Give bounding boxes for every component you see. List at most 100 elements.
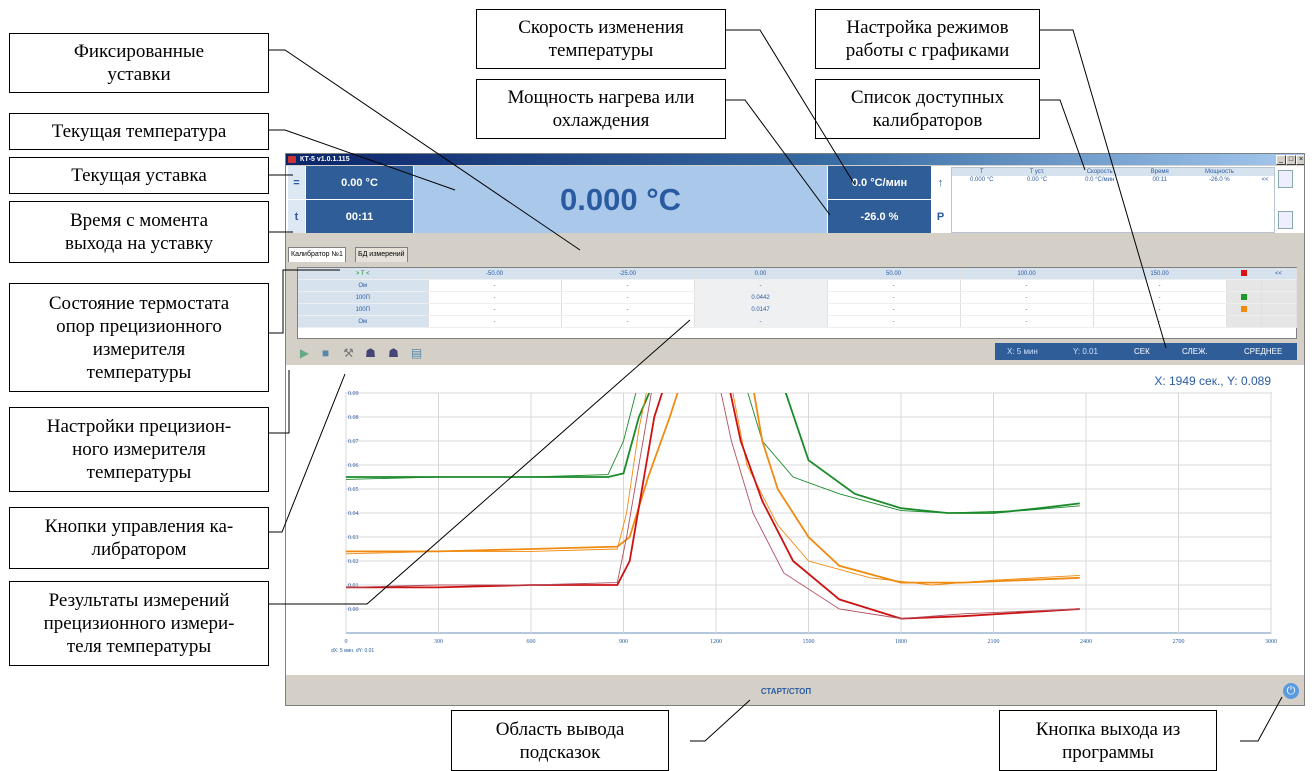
calibrator-list-header: Мощность	[1182, 168, 1257, 176]
measurement-header: 150.00	[1093, 268, 1227, 280]
y-tick-label: 0.00	[348, 607, 359, 613]
measurement-cell: -	[960, 291, 1094, 304]
callout-calibrators-list: Список доступных калибраторов	[815, 79, 1040, 139]
measurement-cell: -	[694, 315, 828, 328]
calibrator-list-cell: 0.000 °C	[970, 177, 994, 183]
measurement-cell	[1226, 291, 1262, 304]
callout-time-since: Время с момента выхода на уставку	[9, 201, 269, 263]
person-icon[interactable]: ☗	[388, 346, 399, 360]
calibrator-list-cell: 0.0 °C/мин	[1085, 177, 1115, 183]
power-label: P	[932, 200, 949, 233]
measurement-cell: Ом	[298, 315, 429, 328]
remove-calibrator-icon[interactable]	[1278, 211, 1293, 229]
callout-fixed-setpoints: Фиксированные уставки	[9, 33, 269, 93]
tab-calibrator-1[interactable]: Калибратор №1	[288, 247, 346, 262]
sec-button[interactable]: СЕК	[1134, 347, 1150, 356]
top-panel: = 0.00 °C t 00:11 0.000 °C 0.0 °C/мин ↑ …	[286, 166, 1304, 233]
play-icon[interactable]: ▶	[299, 346, 310, 360]
callout-power: Мощность нагрева или охлаждения	[476, 79, 726, 139]
y-tick-label: 0.04	[348, 511, 359, 517]
average-button[interactable]: СРЕДНЕЕ	[1244, 347, 1283, 356]
series-line	[346, 393, 1080, 514]
tab-measurements-db[interactable]: БД измерений	[355, 247, 408, 262]
callout-hints-area: Область вывода подсказок	[451, 710, 669, 771]
rate-arrow-icon: ↑	[932, 166, 949, 199]
measurement-cell: -	[960, 315, 1094, 328]
measurement-cell: -	[1093, 291, 1227, 304]
chart-svg[interactable]: 0 300 600 900 1200 1500 1800 2100 2400 2700 3000 0.…	[286, 365, 1304, 675]
setpoint-value[interactable]: 0.00 °C	[306, 166, 413, 199]
calibrator-list-cell: 0.00 °C	[1027, 177, 1048, 183]
table-row: 100П - -0.0442- - -	[298, 291, 1297, 304]
table-row: 100П - -0.0147- - -	[298, 303, 1297, 316]
x-tick-label: 2100	[988, 639, 1000, 645]
calibrator-list-header	[1256, 168, 1274, 176]
app-window: КТ-5 v1.0.1.115 _ □ × = 0.00 °C t 00:11 …	[285, 153, 1305, 706]
expand-button[interactable]: <<	[1261, 268, 1297, 280]
measurement-cell: 0.0442	[694, 291, 828, 304]
measurement-header: > T <	[298, 268, 429, 280]
measurement-cell: -	[960, 279, 1094, 292]
measurement-cell: -	[1093, 279, 1227, 292]
measurement-table: > T < -50.00 -25.00 0.00 50.00 100.00 150.00 <<…	[297, 267, 1297, 339]
series-line	[346, 393, 1080, 586]
calibrator-list-cell: -26.0 %	[1209, 177, 1230, 183]
measurement-cell: -	[561, 279, 695, 292]
power-icon[interactable]: ⏻	[1283, 683, 1299, 699]
measurement-cell	[1226, 279, 1262, 292]
calibrator-list-header: Скорость	[1062, 168, 1137, 176]
measurement-cell: -	[827, 303, 961, 316]
series-line	[346, 393, 1080, 514]
calibrator-toolbar: ▶ ■ ⚒ ☗ ☗ ▤	[295, 344, 1297, 364]
current-temperature: 0.000 °C	[414, 166, 827, 233]
measurement-cell: Ом	[298, 279, 429, 292]
person-icon[interactable]: ☗	[365, 346, 376, 360]
maximize-button[interactable]: □	[1286, 155, 1296, 165]
document-icon[interactable]: ▤	[410, 346, 423, 360]
x-tick-label: 1200	[710, 639, 722, 645]
window-title: КТ-5 v1.0.1.115	[300, 156, 350, 163]
cursor-readout: X: 1949 сек., Y: 0.089	[1154, 374, 1271, 388]
measurement-cell: -	[428, 303, 562, 316]
setpoint-label: =	[288, 166, 305, 199]
table-row: Ом - - - - - -	[298, 279, 1297, 292]
measurement-cell: -	[1093, 303, 1227, 316]
callout-graph-modes: Настройка режимов работы с графиками	[815, 9, 1040, 69]
measurement-cell: -	[428, 315, 562, 328]
chart-area[interactable]: 0 300 600 900 1200 1500 1800 2100 2400 2700 3000 0.…	[286, 365, 1304, 675]
measurement-cell: 0.0147	[694, 303, 828, 316]
measurement-cell: 100П	[298, 303, 429, 316]
calibrator-list-header: T уст.	[1011, 168, 1063, 176]
y-scale-button[interactable]: Y: 0.01	[1073, 347, 1098, 356]
callout-current-temp: Текущая температура	[9, 113, 269, 150]
measurement-cell: -	[694, 279, 828, 292]
title-bar: КТ-5 v1.0.1.115 _ □ ×	[286, 154, 1304, 165]
graph-mode-bar: X: 5 мин Y: 0.01 СЕК СЛЕЖ. СРЕДНЕЕ	[995, 343, 1297, 360]
measurement-cell: -	[428, 279, 562, 292]
x-tick-label: 3000	[1265, 639, 1277, 645]
measurement-cell: -	[561, 315, 695, 328]
settings-tool-icon[interactable]: ⚒	[343, 346, 354, 360]
measurement-cell: -	[827, 315, 961, 328]
x-scale-button[interactable]: X: 5 мин	[1007, 347, 1038, 356]
x-tick-label: 300	[434, 639, 443, 645]
callout-exit-button: Кнопка выхода из программы	[999, 710, 1217, 771]
callout-measurement-results: Результаты измерений прецизионного измер…	[9, 581, 269, 666]
y-tick-label: 0.02	[348, 559, 359, 565]
series-line	[346, 393, 1080, 620]
measurement-header: 100.00	[960, 268, 1094, 280]
calibrator-list-cell[interactable]: <<	[1261, 177, 1269, 183]
add-calibrator-icon[interactable]	[1278, 170, 1293, 188]
app-icon	[288, 156, 296, 163]
minimize-button[interactable]: _	[1276, 155, 1286, 165]
stop-icon[interactable]: ■	[321, 346, 330, 360]
start-stop-hint[interactable]: СТАРТ/СТОП	[760, 687, 812, 696]
track-button[interactable]: СЛЕЖ.	[1182, 347, 1208, 356]
close-button[interactable]: ×	[1296, 155, 1304, 165]
measurement-cell	[1261, 315, 1297, 328]
measurement-cell: -	[428, 291, 562, 304]
y-tick-label: 0.01	[348, 583, 359, 589]
measurement-cell	[1261, 291, 1297, 304]
status-bar: СТАРТ/СТОП ⏻	[286, 678, 1304, 705]
